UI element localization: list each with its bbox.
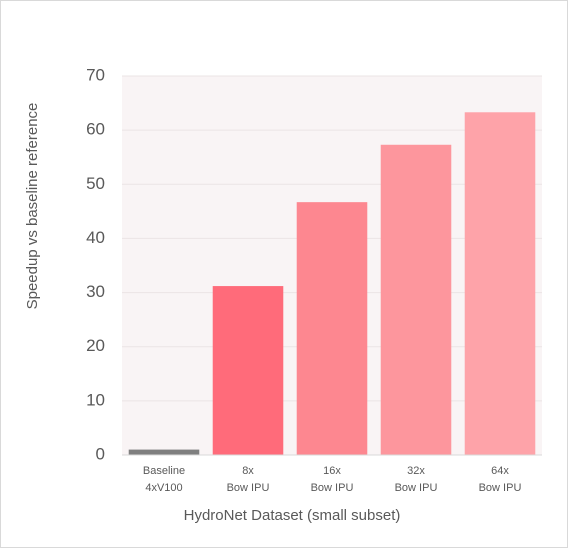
bar (464, 112, 536, 456)
y-tick-label: 70 (86, 65, 105, 84)
x-axis-label: HydroNet Dataset (small subset) (184, 507, 401, 524)
y-tick-label: 30 (86, 282, 105, 301)
bar (212, 286, 284, 455)
y-tick-label: 0 (96, 444, 105, 463)
x-tick-label: Bow IPU (395, 482, 438, 494)
y-tick-label: 10 (86, 390, 105, 409)
y-tick-label: 20 (86, 336, 105, 355)
x-tick-label: 32x (407, 465, 425, 477)
x-tick-label: Bow IPU (311, 482, 354, 494)
x-tick-label: Bow IPU (227, 482, 270, 494)
x-tick-label: Bow IPU (479, 482, 522, 494)
y-tick-label: 50 (86, 174, 105, 193)
x-tick-label: Baseline (143, 465, 185, 477)
y-tick-label: 40 (86, 228, 105, 247)
bar (296, 202, 368, 455)
bar (128, 449, 200, 455)
x-tick-label: 8x (242, 465, 254, 477)
x-tick-label: 4xV100 (145, 482, 182, 494)
y-tick-label: 60 (86, 120, 105, 139)
y-axis-label: Speedup vs baseline reference (24, 103, 41, 310)
bar (380, 144, 452, 456)
x-tick-label: 16x (323, 465, 341, 477)
x-tick-label: 64x (491, 465, 509, 477)
